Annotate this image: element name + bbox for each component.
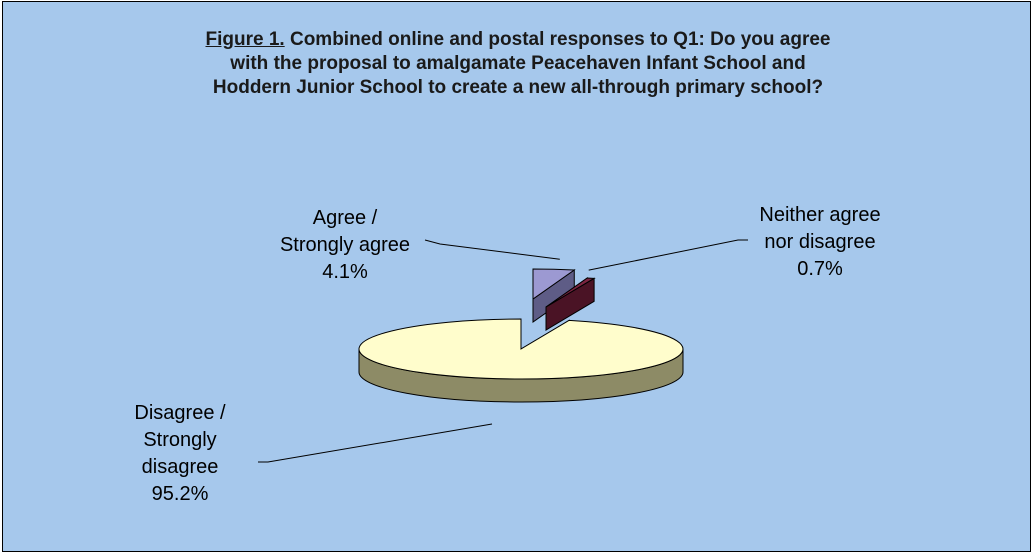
label-value: 4.1% — [322, 261, 368, 283]
leader-line-neither — [588, 239, 748, 271]
label-value: 0.7% — [797, 258, 843, 280]
label-line: disagree — [141, 456, 219, 478]
label-line: Agree / — [312, 207, 378, 229]
leader-line-disagree — [258, 423, 493, 463]
data-label-agree: Agree / Strongly agree 4.1% — [250, 205, 440, 286]
label-line: Strongly agree — [279, 234, 411, 256]
chart-title-text: Figure 1. Combined online and postal res… — [198, 28, 838, 100]
pie-slice-neither — [545, 277, 596, 331]
label-line: Strongly — [143, 429, 217, 451]
label-line: nor disagree — [764, 231, 876, 253]
label-line: Neither agree — [759, 204, 881, 226]
data-label-neither: Neither agree nor disagree 0.7% — [730, 202, 910, 283]
leader-line-agree — [424, 239, 560, 260]
pie-group — [358, 268, 684, 403]
title-body: Combined online and postal responses to … — [212, 29, 831, 98]
figure-label: Figure 1. — [205, 29, 285, 50]
data-label-disagree: Disagree / Strongly disagree 95.2% — [100, 400, 260, 508]
label-value: 95.2% — [151, 483, 209, 505]
pie-slice-disagree — [358, 318, 684, 403]
label-line: Disagree / — [134, 402, 226, 424]
chart-title: Figure 1. Combined online and postal res… — [0, 28, 1036, 100]
leader-lines — [258, 239, 748, 463]
